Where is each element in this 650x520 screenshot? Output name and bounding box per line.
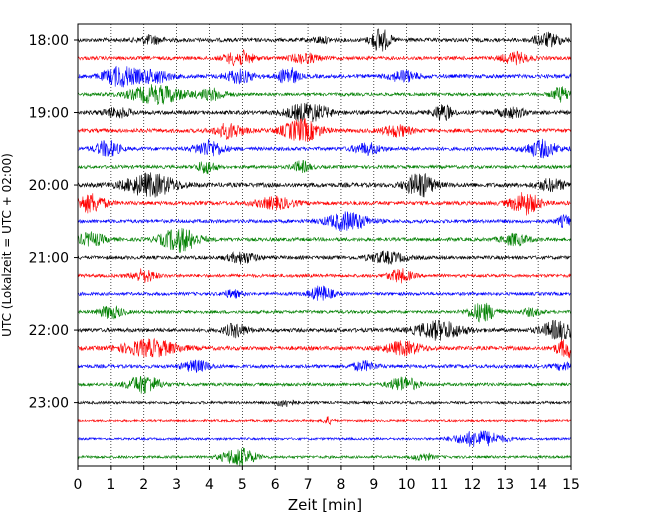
trace-row-3 xyxy=(77,84,572,105)
x-tick-label: 8 xyxy=(336,477,345,493)
x-axis-label: Zeit [min] xyxy=(288,496,362,514)
grid-lines xyxy=(110,24,539,466)
trace-row-23 xyxy=(77,447,572,466)
x-tick-label: 6 xyxy=(271,477,280,493)
trace-row-9 xyxy=(77,192,572,216)
plot-frame xyxy=(77,23,572,467)
trace-row-4 xyxy=(77,102,572,123)
y-axis-label: UTC (Lokalzeit = UTC + 02:00) xyxy=(0,153,14,337)
y-tick-label: 20:00 xyxy=(29,178,69,194)
x-axis-ticks: 0 1 2 3 4 5 6 7 8 9 10 11 12 13 14 15 xyxy=(74,466,580,493)
trace-row-10 xyxy=(77,211,572,232)
trace-rows xyxy=(77,28,572,466)
y-tick-label: 21:00 xyxy=(29,251,69,267)
x-tick-label: 9 xyxy=(369,477,378,493)
trace-row-6 xyxy=(77,138,572,159)
trace-row-11 xyxy=(77,227,572,253)
x-tick-label: 10 xyxy=(398,477,416,493)
x-tick-label: 15 xyxy=(562,477,580,493)
y-axis-ticks: 18:00 19:00 20:00 21:00 22:00 23:00 xyxy=(29,33,78,412)
y-tick-label: 23:00 xyxy=(29,396,69,412)
y-tick-label: 22:00 xyxy=(29,323,69,339)
x-tick-label: 14 xyxy=(529,477,547,493)
x-tick-label: 12 xyxy=(463,477,481,493)
x-tick-label: 13 xyxy=(496,477,514,493)
trace-row-12 xyxy=(77,250,572,265)
x-tick-label: 1 xyxy=(106,477,115,493)
trace-row-15 xyxy=(77,302,572,323)
trace-row-5 xyxy=(77,118,572,142)
trace-row-7 xyxy=(77,160,572,175)
trace-row-19 xyxy=(77,375,572,394)
trace-row-17 xyxy=(77,337,572,359)
trace-row-14 xyxy=(77,285,572,301)
trace-row-13 xyxy=(77,268,572,284)
x-tick-label: 2 xyxy=(139,477,148,493)
x-tick-label: 4 xyxy=(205,477,214,493)
trace-row-20 xyxy=(77,399,572,408)
trace-row-16 xyxy=(77,319,572,341)
trace-row-18 xyxy=(77,359,572,374)
x-tick-label: 0 xyxy=(74,477,83,493)
trace-row-2 xyxy=(77,65,572,88)
x-tick-label: 3 xyxy=(172,477,181,493)
trace-row-0 xyxy=(77,28,572,52)
trace-row-8 xyxy=(77,172,572,198)
trace-row-1 xyxy=(77,49,572,67)
y-tick-label: 18:00 xyxy=(29,33,69,49)
y-tick-label: 19:00 xyxy=(29,106,69,122)
trace-row-22 xyxy=(77,430,572,448)
x-tick-label: 11 xyxy=(431,477,449,493)
x-tick-label: 7 xyxy=(304,477,313,493)
trace-row-21 xyxy=(77,416,572,426)
x-tick-label: 5 xyxy=(238,477,247,493)
